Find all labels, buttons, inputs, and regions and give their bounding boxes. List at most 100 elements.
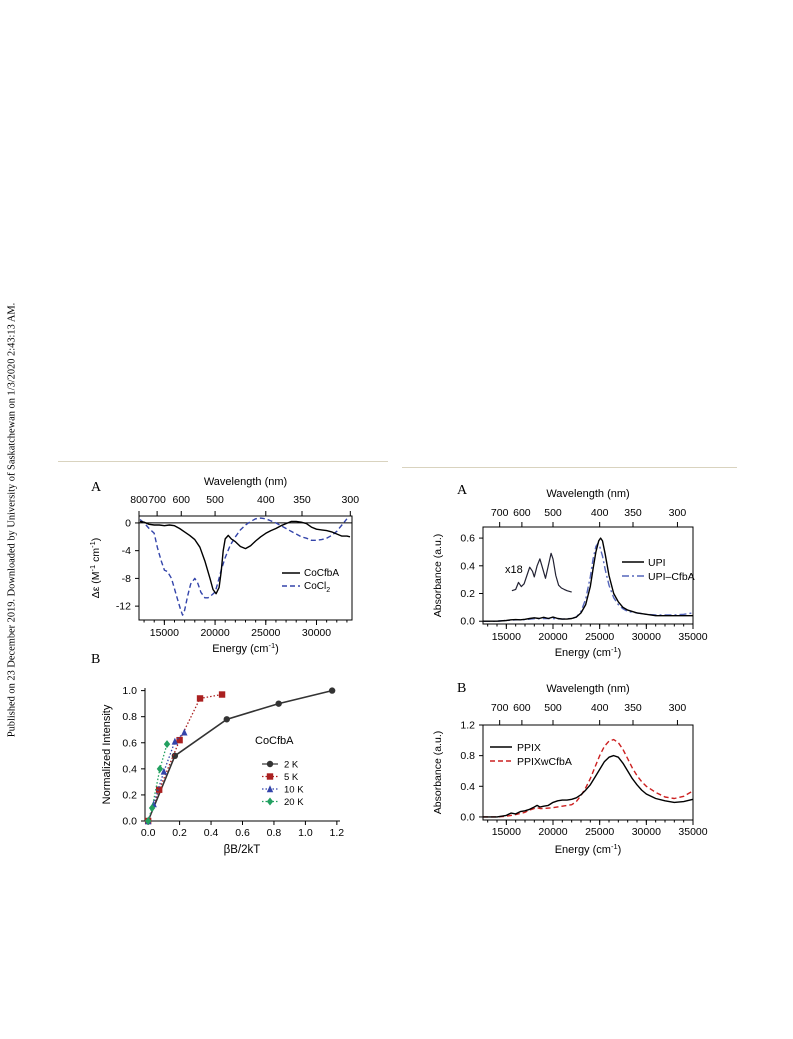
legend-label-20k: 20 K <box>284 797 304 808</box>
data-point-5k <box>196 695 204 702</box>
data-point-10k <box>181 728 188 736</box>
x-axis-label: Energy (cm-1) <box>555 645 622 659</box>
data-point-2k <box>275 700 282 707</box>
top-axis-tick-label: 300 <box>342 494 360 506</box>
top-axis-tick-label: 700 <box>148 494 166 506</box>
data-point-5k <box>155 786 163 793</box>
legend-label-cocl2: CoCl2 <box>304 581 330 594</box>
right-figure-rule <box>402 467 737 468</box>
legend-marker-10k <box>266 785 274 793</box>
top-axis-tick-label: 700 <box>491 507 509 519</box>
y-axis-tick-label: 0.2 <box>460 588 475 600</box>
data-point-5k <box>218 691 226 698</box>
data-point-5k <box>176 736 183 744</box>
series-line-cocl2 <box>139 517 348 616</box>
y-axis-tick-label: 0.0 <box>460 616 475 628</box>
legend-label-5k: 5 K <box>284 772 299 783</box>
top-axis-tick-label: 400 <box>591 507 609 519</box>
top-axis-tick-label: 350 <box>624 507 642 519</box>
x-axis-tick-label: 20000 <box>200 627 229 639</box>
legend-label-10k: 10 K <box>284 785 304 796</box>
panel-letter-left-a: A <box>91 480 102 495</box>
top-axis-tick-label: 800 <box>130 494 148 506</box>
x-axis-tick-label: 25000 <box>251 627 280 639</box>
top-axis-tick-label: 600 <box>513 507 531 519</box>
series-line-5k <box>147 693 223 822</box>
data-point-20k <box>144 817 152 825</box>
y-axis-tick-label: 1.2 <box>460 720 475 732</box>
y-axis-tick-label: 0.8 <box>122 711 137 723</box>
top-axis-tick-label: 400 <box>257 494 275 506</box>
y-axis-label: Absorbance (a.u.) <box>432 731 444 814</box>
x-axis-tick-label: 35000 <box>678 826 707 838</box>
top-axis-title: Wavelength (nm) <box>204 476 287 488</box>
y-axis-tick-label: -8 <box>122 573 131 585</box>
x-axis-tick-label: 30000 <box>632 826 661 838</box>
x-axis-tick-label: 0.8 <box>267 827 282 839</box>
x-axis-tick-label: 1.2 <box>330 827 345 839</box>
legend-label-ppixwcfba: PPIXwCfbA <box>517 756 572 768</box>
top-axis-tick-label: 400 <box>591 702 609 714</box>
y-axis-tick-label: 0.4 <box>460 781 475 793</box>
x-axis-tick-label: 15000 <box>150 627 179 639</box>
series-line-ppix <box>483 754 694 818</box>
chart-title: CoCfbA <box>255 735 294 747</box>
x-axis-tick-label: 0.2 <box>172 827 187 839</box>
top-axis-tick-label: 350 <box>293 494 311 506</box>
top-axis-tick-label: 700 <box>491 702 509 714</box>
x-axis-tick-label: 25000 <box>585 631 614 643</box>
inset-label: x18 <box>505 564 523 576</box>
x-axis-tick-label: 25000 <box>585 826 614 838</box>
data-point-2k <box>223 716 230 723</box>
y-axis-tick-label: 0.0 <box>122 816 137 828</box>
data-point-10k <box>171 737 179 745</box>
y-axis-tick-label: 0.2 <box>122 789 137 801</box>
y-axis-tick-label: 0.6 <box>122 737 137 749</box>
top-axis-tick-label: 350 <box>624 702 642 714</box>
y-axis-tick-label: 0.8 <box>460 750 475 762</box>
x-axis-tick-label: 1.0 <box>298 827 313 839</box>
top-axis-title: Wavelength (nm) <box>546 488 629 500</box>
y-axis-label: Absorbance (a.u.) <box>432 534 444 617</box>
x-axis-label: Energy (cm-1) <box>555 842 622 856</box>
x-axis-tick-label: 0.0 <box>141 827 156 839</box>
y-axis-label: Δε (M-1 cm-1) <box>88 538 102 599</box>
legend-marker-20k <box>266 797 274 806</box>
x-axis-tick-label: 0.6 <box>235 827 250 839</box>
data-point-20k <box>163 740 171 749</box>
legend-label-ppix: PPIX <box>517 742 541 754</box>
legend-marker-2k <box>266 760 274 768</box>
legend-label-cocfba: CoCfbA <box>304 568 339 579</box>
panel-letter-right-a: A <box>457 483 468 498</box>
series-line-inset-x18 <box>511 552 572 593</box>
top-axis-tick-label: 300 <box>669 507 687 519</box>
series-line-ppixwcfba <box>483 738 694 818</box>
y-axis-label: Normalized Intensity <box>101 704 113 804</box>
data-point-20k <box>148 803 156 812</box>
legend-marker-5k <box>266 773 274 780</box>
x-axis-tick-label: 30000 <box>632 631 661 643</box>
x-axis-tick-label: 15000 <box>492 826 521 838</box>
x-axis-tick-label: 20000 <box>538 826 567 838</box>
y-axis-tick-label: 0.0 <box>460 811 475 823</box>
y-axis-tick-label: 1.0 <box>122 685 137 697</box>
x-axis-label: βB/2kT <box>224 844 261 856</box>
plot-frame <box>482 526 694 625</box>
data-point-20k <box>156 764 164 773</box>
y-axis-tick-label: -4 <box>122 545 131 557</box>
top-axis-tick-label: 600 <box>513 702 531 714</box>
top-axis-tick-label: 500 <box>544 702 562 714</box>
plot-frame <box>482 724 694 821</box>
x-axis-tick-label: 0.4 <box>204 827 219 839</box>
x-axis-tick-label: 30000 <box>302 627 331 639</box>
top-axis-tick-label: 300 <box>669 702 687 714</box>
series-line-upi <box>483 537 693 622</box>
x-axis-tick-label: 35000 <box>678 631 707 643</box>
panel-letter-right-b: B <box>457 681 467 696</box>
legend-label-2k: 2 K <box>284 760 299 771</box>
x-axis-tick-label: 15000 <box>492 631 521 643</box>
legend-label-upi: UPI <box>648 557 666 569</box>
data-point-2k <box>328 687 336 694</box>
legend-label-upi-cfba: UPI–CfbA <box>648 571 695 583</box>
